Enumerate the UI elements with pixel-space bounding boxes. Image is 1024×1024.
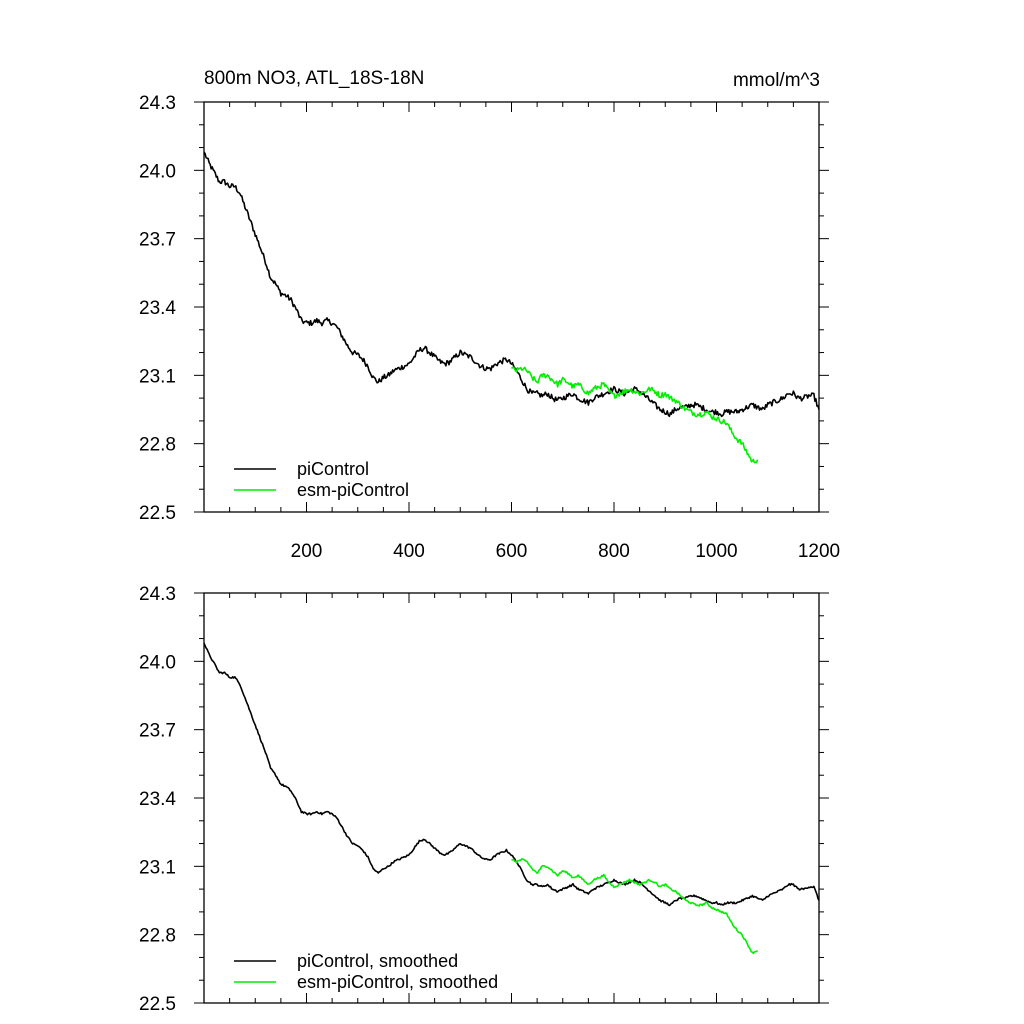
legend-label-picontrol: piControl (297, 459, 369, 479)
series-layer (203, 151, 820, 464)
x-tick-label: 1200 (798, 541, 840, 562)
plot-frame (203, 592, 820, 1004)
y-tick-label: 24.3 (139, 93, 176, 114)
y-tick-label: 24.0 (139, 652, 176, 673)
y-tick-label: 23.1 (139, 857, 176, 878)
y-axis-tick-labels: 22.5 22.8 23.1 23.4 23.7 24.0 24.3 (139, 93, 176, 524)
legend-label-picontrol-smoothed: piControl, smoothed (297, 951, 458, 971)
y-tick-label: 22.8 (139, 435, 176, 456)
series-line-esm-picontrol (510, 366, 759, 464)
axis-ticks (194, 101, 829, 513)
y-tick-label: 23.4 (139, 298, 176, 319)
series-line-esm-picontrol-smoothed (511, 858, 758, 955)
units-label: mmol/m^3 (733, 70, 820, 91)
y-tick-label: 22.5 (139, 994, 176, 1015)
bottom-panel: 22.5 22.8 23.1 23.4 23.7 24.0 24.3 piControl, … (139, 584, 829, 1015)
x-tick-label: 400 (393, 541, 425, 562)
series-layer (203, 642, 820, 955)
y-tick-label: 24.3 (139, 584, 176, 605)
x-axis-tick-labels: 200 400 600 800 1000 1200 (291, 541, 840, 562)
top-panel: 800m NO3, ATL_18S-18N mmol/m^3 22.522.82… (139, 68, 840, 562)
x-tick-label: 200 (291, 541, 323, 562)
axis-ticks (194, 592, 829, 1004)
legend: piControl esm-piControl (234, 459, 409, 500)
plot-frame (203, 101, 820, 513)
y-tick-label: 22.5 (139, 503, 176, 524)
chart-title: 800m NO3, ATL_18S-18N (204, 68, 424, 89)
legend-label-esm-picontrol: esm-piControl (297, 480, 409, 500)
series-line-picontrol-smoothed (203, 642, 820, 907)
y-axis-tick-labels: 22.5 22.8 23.1 23.4 23.7 24.0 24.3 (139, 584, 176, 1015)
y-tick-label: 24.0 (139, 161, 176, 182)
y-tick-label: 23.7 (139, 721, 176, 742)
series-line-picontrol (203, 151, 820, 418)
y-tick-label: 22.8 (139, 926, 176, 947)
y-tick-label: 23.7 (139, 230, 176, 251)
legend: piControl, smoothed esm-piControl, smoot… (234, 951, 498, 992)
x-tick-label: 600 (496, 541, 528, 562)
y-tick-label: 23.1 (139, 366, 176, 387)
legend-label-esm-picontrol-smoothed: esm-piControl, smoothed (297, 972, 498, 992)
x-tick-label: 800 (598, 541, 630, 562)
x-tick-label: 1000 (695, 541, 737, 562)
y-tick-label: 23.4 (139, 789, 176, 810)
